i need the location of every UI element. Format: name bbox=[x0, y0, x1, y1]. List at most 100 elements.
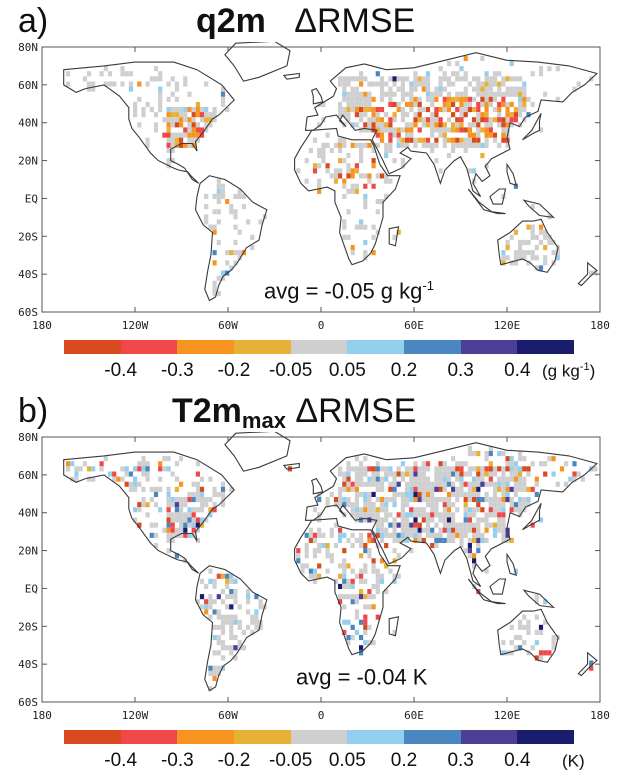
grid-cell bbox=[179, 107, 184, 113]
grid-cell bbox=[342, 76, 347, 82]
grid-cell bbox=[141, 471, 146, 477]
grid-cell bbox=[459, 127, 464, 133]
grid-cell bbox=[153, 76, 159, 82]
grid-cell bbox=[492, 486, 498, 492]
grid-cell bbox=[518, 245, 523, 251]
coastline-borneo bbox=[489, 188, 507, 205]
grid-cell bbox=[342, 193, 347, 200]
grid-cell bbox=[400, 517, 405, 523]
grid-cell bbox=[216, 239, 221, 246]
grid-cell bbox=[505, 497, 510, 503]
grid-cell bbox=[170, 497, 175, 503]
grid-cell bbox=[417, 471, 422, 477]
grid-cell bbox=[367, 117, 372, 123]
grid-cell bbox=[174, 507, 179, 513]
grid-cell bbox=[350, 101, 355, 108]
grid-cell bbox=[384, 112, 389, 118]
grid-cell bbox=[354, 594, 359, 600]
grid-cell bbox=[400, 502, 405, 508]
grid-cell bbox=[434, 497, 439, 503]
grid-cell bbox=[396, 573, 401, 579]
coastlines bbox=[63, 42, 599, 302]
grid-cell bbox=[233, 594, 238, 600]
grid-cell bbox=[463, 96, 468, 102]
grid-cell bbox=[342, 594, 347, 600]
y-tick-label: 20S bbox=[18, 230, 38, 243]
grid-cell bbox=[342, 502, 347, 508]
grid-cell bbox=[195, 107, 200, 113]
grid-cell bbox=[371, 512, 376, 518]
grid-cell bbox=[501, 137, 506, 143]
grid-cell bbox=[354, 471, 359, 477]
grid-cell bbox=[543, 245, 548, 251]
grid-cell bbox=[509, 260, 514, 266]
grid-cell bbox=[346, 578, 351, 584]
grid-cell bbox=[518, 502, 523, 508]
grid-cell bbox=[170, 471, 175, 477]
avg-label: avg = -0.04 K bbox=[296, 664, 427, 690]
title-metric: ΔRMSE bbox=[295, 392, 417, 430]
grid-cell bbox=[543, 234, 548, 240]
grid-cell bbox=[384, 563, 389, 569]
grid-cell bbox=[354, 122, 359, 128]
grid-cell bbox=[145, 502, 150, 508]
panel-letter: b) bbox=[18, 392, 49, 430]
grid-cell bbox=[438, 512, 443, 518]
grid-cell bbox=[220, 86, 226, 92]
grid-cell bbox=[204, 122, 209, 128]
grid-cell bbox=[216, 188, 221, 194]
grid-cell bbox=[183, 502, 188, 508]
grid-cell bbox=[400, 86, 405, 92]
grid-cell bbox=[538, 629, 544, 636]
grid-cell bbox=[451, 471, 456, 477]
grid-cell bbox=[308, 573, 313, 579]
grid-cell bbox=[153, 66, 159, 72]
grid-cell bbox=[413, 71, 418, 77]
coastline-north-america bbox=[63, 451, 235, 574]
grid-cell bbox=[78, 466, 83, 472]
grid-cell bbox=[484, 122, 489, 128]
grid-cell bbox=[195, 522, 200, 528]
grid-cell bbox=[367, 548, 372, 554]
grid-cell bbox=[371, 112, 376, 118]
grid-cell bbox=[158, 507, 163, 513]
grid-cell bbox=[384, 476, 389, 482]
grid-cell bbox=[484, 568, 489, 574]
grid-cell bbox=[442, 527, 447, 533]
grid-cell bbox=[128, 86, 133, 92]
grid-cell bbox=[342, 81, 347, 87]
grid-cell bbox=[350, 245, 355, 251]
grid-cell bbox=[350, 142, 355, 148]
colorbar-tick-label: 0.05 bbox=[328, 750, 366, 771]
grid-cell bbox=[543, 461, 548, 467]
grid-cell bbox=[170, 132, 175, 138]
grid-cell bbox=[476, 81, 481, 87]
grid-cell bbox=[442, 486, 447, 492]
grid-cell bbox=[438, 86, 443, 92]
grid-cell bbox=[580, 476, 585, 482]
grid-cell bbox=[497, 507, 502, 513]
grid-cell bbox=[199, 112, 205, 118]
grid-cell bbox=[204, 204, 209, 210]
grid-cell bbox=[455, 71, 460, 77]
grid-cell bbox=[463, 491, 468, 498]
grid-cell bbox=[170, 142, 175, 148]
grid-cell bbox=[488, 476, 493, 482]
grid-cell bbox=[480, 117, 485, 123]
grid-cell bbox=[388, 147, 393, 154]
grid-cell bbox=[212, 675, 217, 682]
grid-cell bbox=[409, 491, 414, 498]
grid-cell bbox=[170, 117, 175, 123]
grid-cell bbox=[317, 548, 322, 554]
grid-cell bbox=[212, 291, 217, 297]
grid-cell bbox=[220, 91, 226, 97]
grid-cell bbox=[459, 527, 464, 533]
grid-cell bbox=[191, 127, 196, 133]
grid-cell bbox=[166, 517, 171, 523]
grid-cell bbox=[513, 481, 518, 487]
grid-cell bbox=[183, 512, 188, 518]
grid-cell bbox=[346, 502, 351, 508]
grid-cell bbox=[518, 619, 523, 625]
grid-cell bbox=[396, 86, 401, 92]
grid-cell bbox=[438, 117, 443, 123]
